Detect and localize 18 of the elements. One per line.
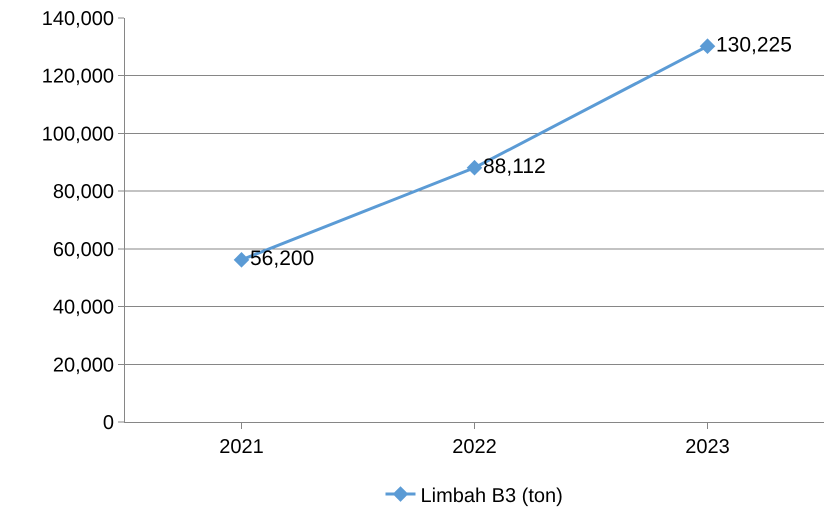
point	[466, 160, 482, 176]
legend-label: Limbah B3 (ton)	[420, 484, 563, 507]
x-tick-label: 2021	[219, 436, 264, 458]
y-tick-label: 0	[102, 412, 114, 434]
y-tick-label: 20,000	[52, 354, 114, 376]
y-tick-label: 140,000	[42, 8, 114, 30]
data-label: 56,200	[250, 247, 314, 270]
y-tick-label: 120,000	[42, 66, 114, 88]
x-tick-label: 2022	[452, 436, 497, 458]
point	[234, 252, 250, 268]
point	[700, 38, 716, 54]
data-label: 130,225	[716, 33, 792, 56]
data-label: 88,112	[483, 154, 546, 178]
y-tick-label: 60,000	[52, 238, 114, 261]
x-tick-label: 2023	[685, 436, 730, 458]
y-tick-label: 100,000	[42, 123, 114, 146]
y-tick-label: 80,000	[52, 181, 114, 204]
y-tick-label: 40,000	[52, 296, 114, 319]
